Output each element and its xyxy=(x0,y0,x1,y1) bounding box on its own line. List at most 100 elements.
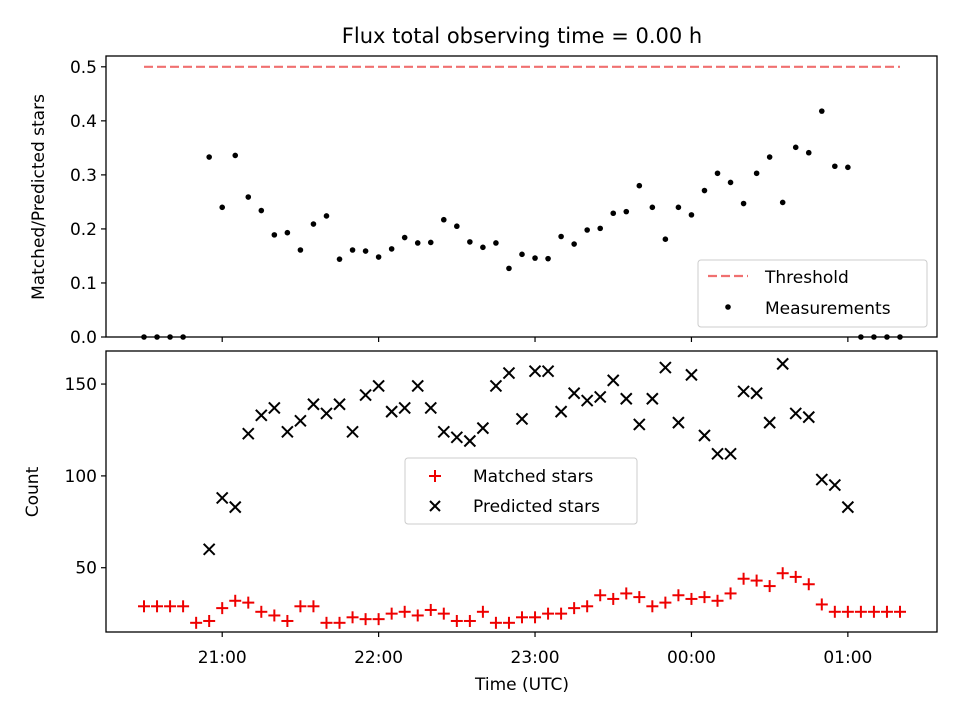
y-tick-label: 0.0 xyxy=(70,328,97,348)
matched-star-point xyxy=(841,605,854,618)
measurement-point xyxy=(545,255,551,262)
measurement-point xyxy=(805,149,812,156)
measurement-point xyxy=(532,255,538,261)
predicted-star-point xyxy=(202,543,216,556)
predicted-star-point xyxy=(737,385,750,398)
predicted-star-point xyxy=(646,392,659,405)
legend-matched-swatch xyxy=(429,470,441,482)
measurement-point xyxy=(818,108,825,114)
measurement-point xyxy=(206,154,212,160)
predicted-star-point xyxy=(307,398,320,411)
predicted-star-point xyxy=(541,364,555,378)
predicted-star-point xyxy=(242,427,255,440)
matched-star-point xyxy=(281,614,294,627)
matched-star-point xyxy=(568,602,581,615)
matched-star-point xyxy=(450,614,463,627)
y-tick-label: 0.5 xyxy=(70,58,97,78)
matched-star-point xyxy=(555,607,568,620)
predicted-star-point xyxy=(815,473,829,486)
matched-star-point xyxy=(594,589,607,602)
matched-star-point xyxy=(216,602,229,615)
bottom-plot-area xyxy=(138,357,906,629)
predicted-star-point xyxy=(320,407,333,420)
legend-matched-label: Matched stars xyxy=(473,467,593,487)
measurement-point xyxy=(310,221,317,227)
predicted-star-point xyxy=(711,447,724,461)
predicted-star-point xyxy=(359,388,372,402)
top-plot-frame xyxy=(105,55,938,338)
x-tick-label: 23:00 xyxy=(511,648,560,668)
y-tick-label: 0.4 xyxy=(70,112,97,132)
measurement-point xyxy=(245,194,252,200)
predicted-star-point xyxy=(580,394,594,407)
predicted-star-point xyxy=(841,500,855,514)
matched-star-point xyxy=(607,592,620,605)
bottom-legend-box xyxy=(404,457,638,525)
matched-star-point xyxy=(724,587,737,600)
measurement-point xyxy=(845,164,851,171)
matched-star-point xyxy=(177,600,190,613)
measurement-point xyxy=(779,199,786,206)
predicted-star-point xyxy=(346,425,359,439)
legend-measurements-label: Measurements xyxy=(765,299,891,319)
matched-star-point xyxy=(151,600,164,613)
predicted-star-point xyxy=(672,416,685,429)
matched-star-point xyxy=(815,598,828,611)
predicted-star-point xyxy=(763,416,776,429)
matched-star-point xyxy=(346,611,359,624)
predicted-star-point xyxy=(333,398,346,411)
measurement-point xyxy=(675,204,682,211)
measurement-point xyxy=(427,239,434,246)
measurement-point xyxy=(271,232,278,238)
measurement-point xyxy=(323,213,330,219)
predicted-star-point xyxy=(685,368,698,382)
measurement-point xyxy=(349,247,356,253)
measurement-point xyxy=(519,251,525,258)
predicted-star-point xyxy=(255,409,268,422)
measurement-point xyxy=(597,225,604,232)
predicted-star-point xyxy=(633,418,646,431)
x-tick-label: 01:00 xyxy=(823,648,872,668)
matched-star-point xyxy=(359,613,372,626)
predicted-star-point xyxy=(215,491,229,505)
matched-star-point xyxy=(516,611,528,624)
matched-star-point xyxy=(489,616,502,629)
bottom-legend: Matched stars Predicted stars xyxy=(404,457,638,525)
matched-star-point xyxy=(294,600,307,613)
predicted-star-point xyxy=(724,447,737,461)
measurement-point xyxy=(454,223,460,230)
matched-star-point xyxy=(203,614,216,627)
predicted-star-point xyxy=(476,421,490,435)
measurement-point xyxy=(766,154,773,160)
predicted-star-point xyxy=(607,374,620,387)
bottom-x-axis: 21:00 22:00 23:00 00:00 01:00 xyxy=(198,632,872,668)
x-tick-label: 00:00 xyxy=(667,648,716,668)
legend-threshold-label: Threshold xyxy=(764,268,849,288)
predicted-star-point xyxy=(372,379,385,393)
measurement-point xyxy=(493,240,499,246)
bottom-y-axis-label: Count xyxy=(23,466,43,517)
matched-star-point xyxy=(476,605,489,618)
measurement-point xyxy=(388,246,395,252)
predicted-star-point xyxy=(294,414,307,427)
top-y-axis: 0.0 0.1 0.2 0.3 0.4 0.5 xyxy=(70,58,106,348)
matched-star-point xyxy=(242,596,255,609)
predicted-star-point xyxy=(385,405,398,418)
matched-star-point xyxy=(633,591,646,604)
matched-star-point xyxy=(659,596,672,609)
matched-star-point xyxy=(750,574,763,587)
matched-star-point xyxy=(828,605,841,618)
matched-star-point xyxy=(385,607,398,620)
matched-star-point xyxy=(307,600,320,613)
measurement-point xyxy=(753,170,760,177)
y-tick-label: 0.3 xyxy=(70,166,97,186)
measurement-point xyxy=(232,152,239,159)
matched-star-point xyxy=(789,570,802,583)
top-x-axis-ticks xyxy=(221,337,849,342)
y-tick-label: 150 xyxy=(65,375,97,395)
measurement-point xyxy=(714,170,721,177)
top-y-axis-label: Matched/Predicted stars xyxy=(29,94,49,300)
measurement-point xyxy=(414,240,421,246)
matched-star-point xyxy=(529,611,542,624)
measurement-point xyxy=(832,163,838,170)
